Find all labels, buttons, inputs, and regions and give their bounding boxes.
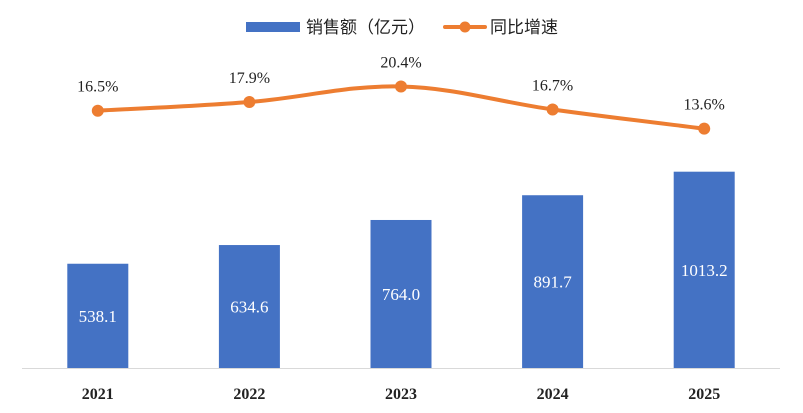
sales-bars xyxy=(67,171,735,368)
growth-point-2025 xyxy=(698,122,711,135)
sales-bar-2022 xyxy=(218,245,280,368)
x-tick-label-2021: 2021 xyxy=(82,386,114,403)
sales-value-label-2021: 538.1 xyxy=(79,307,117,326)
chart-legend: 销售额（亿元） 同比增速 xyxy=(246,18,558,38)
growth-line xyxy=(95,84,707,131)
x-tick-label-2025: 2025 xyxy=(688,386,720,403)
x-tick-label-2022: 2022 xyxy=(233,386,265,403)
x-tick-label-2024: 2024 xyxy=(537,386,569,403)
growth-point-2023 xyxy=(395,80,407,93)
growth-rate-label-2025: 13.6% xyxy=(684,97,725,114)
growth-rate-label-2021: 16.5% xyxy=(77,79,118,96)
sales-bar-2024 xyxy=(522,195,584,368)
sales-bar-2023 xyxy=(370,219,432,368)
legend-swatch-sales xyxy=(246,22,300,32)
x-axis-tick-labels: 2021 2022 2023 2024 2025 xyxy=(82,386,720,403)
sales-value-label-2023: 764.0 xyxy=(382,285,420,304)
legend-label-sales: 销售额（亿元） xyxy=(306,18,425,38)
x-tick-label-2023: 2023 xyxy=(385,386,417,403)
sales-value-label-2024: 891.7 xyxy=(533,273,572,292)
sales-value-label-2022: 634.6 xyxy=(230,298,268,317)
growth-point-2021 xyxy=(91,104,104,117)
growth-point-2022 xyxy=(243,96,256,109)
sales-value-label-2025: 1013.2 xyxy=(681,261,728,280)
growth-series: 16.5% 17.9% 20.4% 16.7% 13.6% xyxy=(77,55,725,135)
sales-bar-labels: 538.1 634.6 764.0 891.7 1013.2 xyxy=(79,261,728,326)
legend-marker-growth xyxy=(459,21,471,33)
growth-rate-label-2024: 16.7% xyxy=(532,77,573,94)
growth-rate-label-2023: 20.4% xyxy=(380,55,421,72)
sales-bar-2021 xyxy=(67,263,129,368)
growth-point-2024 xyxy=(546,103,559,116)
legend-label-growth: 同比增速 xyxy=(490,18,558,38)
growth-rate-label-2022: 17.9% xyxy=(229,70,270,87)
sales-bar-2025 xyxy=(673,171,735,368)
